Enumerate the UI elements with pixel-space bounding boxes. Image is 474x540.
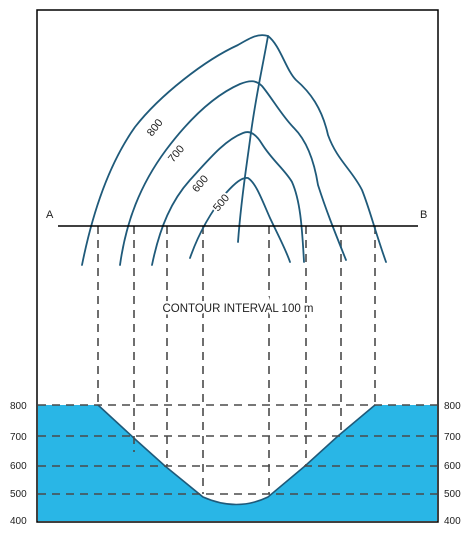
- left-axis-label: 400: [10, 516, 27, 527]
- right-axis-label: 400: [444, 516, 461, 527]
- contour-label-800: 800: [145, 117, 166, 139]
- contour-line-800: [81, 34, 387, 266]
- left-elevation-axis: 800 700 600 500 400: [10, 401, 27, 527]
- left-axis-label: 700: [10, 432, 27, 443]
- cross-section-fill: [38, 405, 437, 521]
- left-axis-label: 800: [10, 401, 27, 412]
- contour-line-700: [119, 80, 347, 266]
- contour-lines: [81, 34, 387, 266]
- elevation-dashed-lines: [38, 404, 437, 495]
- diagram-frame: [36, 9, 439, 523]
- right-axis-label: 800: [444, 401, 461, 412]
- left-axis-label: 600: [10, 461, 27, 472]
- right-axis-label: 500: [444, 489, 461, 500]
- right-axis-label: 700: [444, 432, 461, 443]
- left-axis-label: 500: [10, 489, 27, 500]
- point-a-label: A: [46, 209, 54, 221]
- ground-profile-line: [97, 404, 376, 506]
- valley-line: [237, 35, 269, 243]
- right-axis-label: 600: [444, 461, 461, 472]
- contour-line-500: [189, 177, 291, 263]
- projection-dashed-lines: [97, 226, 376, 494]
- contour-interval-note: CONTOUR INTERVAL 100 m: [162, 303, 313, 315]
- right-elevation-axis: 800 700 600 500 400: [444, 401, 461, 527]
- point-b-label: B: [420, 209, 427, 221]
